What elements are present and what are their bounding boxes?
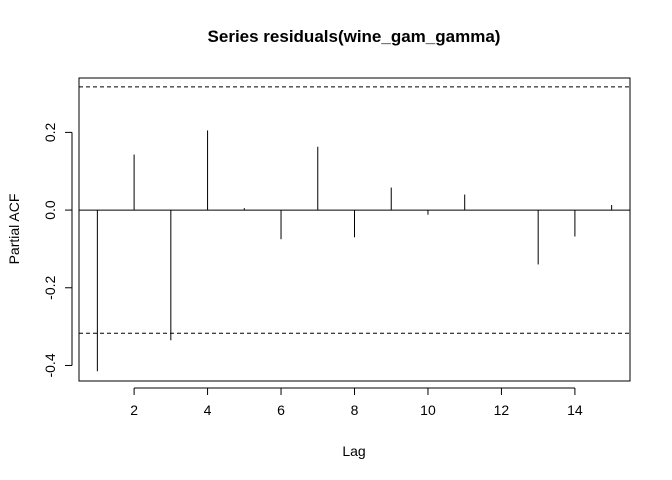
x-tick-label: 12 [494,402,510,418]
chart-title: Series residuals(wine_gam_gamma) [208,27,501,46]
x-tick-label: 4 [204,402,212,418]
plot-frame [78,77,631,382]
x-tick-label: 2 [130,402,138,418]
pacf-bars [96,130,613,372]
x-tick-label: 6 [277,402,285,418]
x-tick-label: 10 [420,402,436,418]
y-axis-label: Partial ACF [6,194,22,265]
reference-lines [79,86,630,334]
y-tick-label: -0.4 [42,353,58,377]
x-tick-label: 8 [351,402,359,418]
y-tick-label: 0.2 [42,122,58,142]
y-tick-label: 0.0 [42,200,58,220]
x-axis-label: Lag [342,443,365,459]
y-axis: -0.4 -0.2 0.0 0.2 [42,122,73,378]
x-axis: 2 4 6 8 10 12 14 [130,387,583,418]
y-tick-label: -0.2 [42,275,58,299]
x-tick-label: 14 [567,402,583,418]
